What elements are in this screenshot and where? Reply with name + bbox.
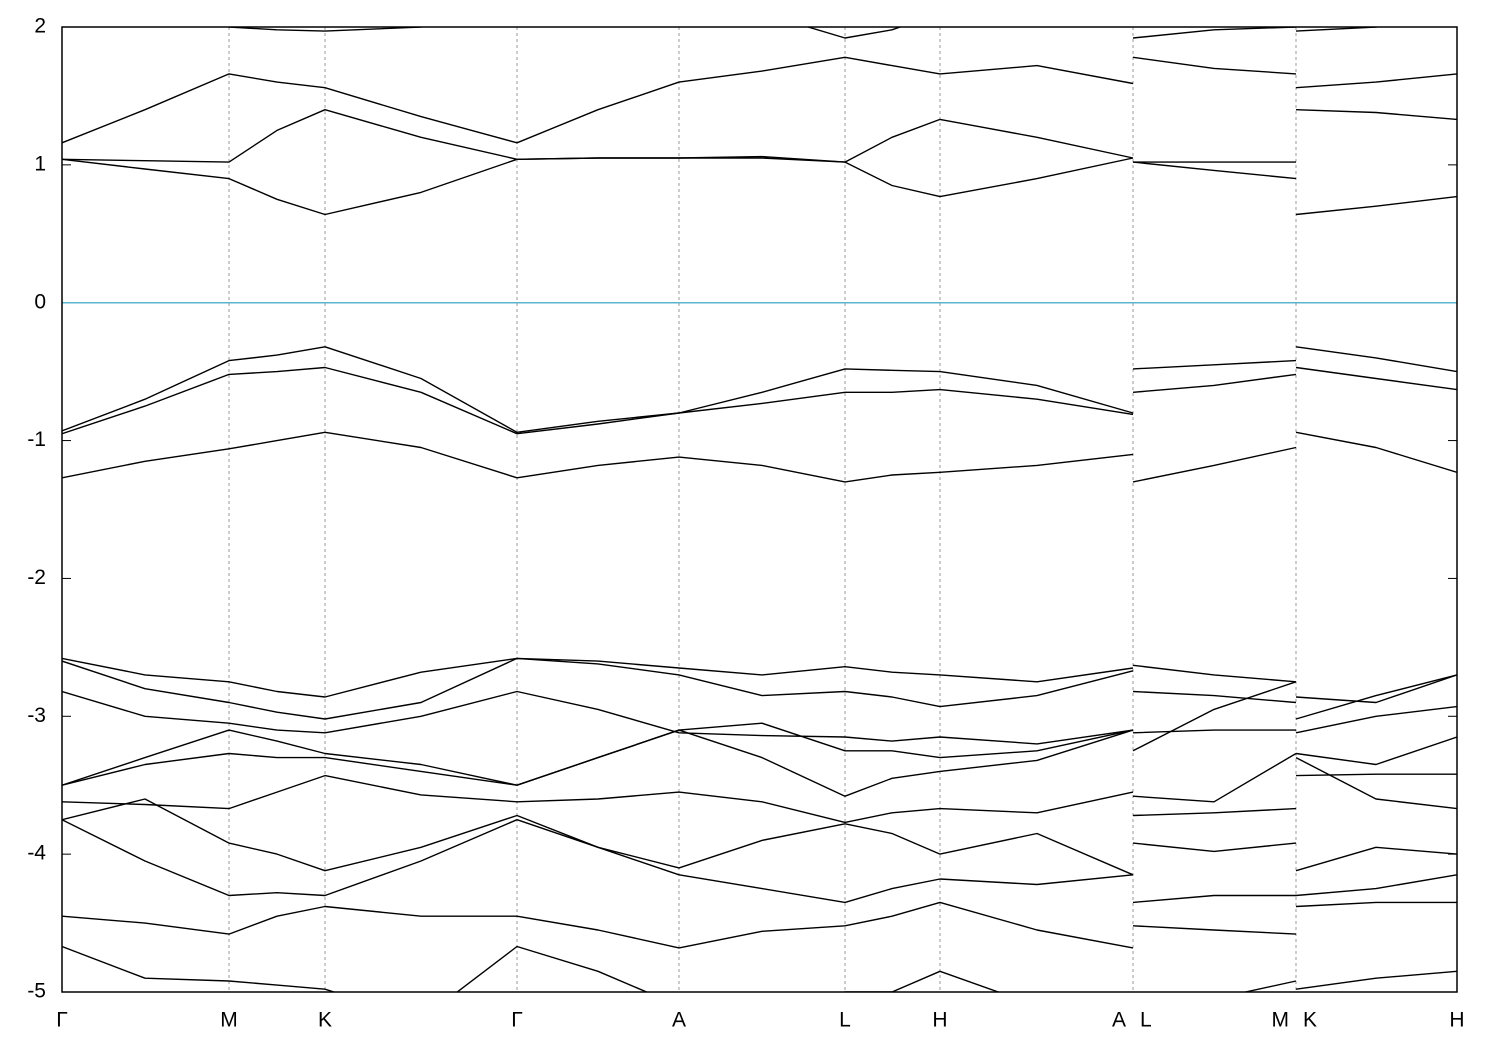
x-tick-label: L	[1140, 1009, 1152, 1032]
x-tick-label: A	[672, 1009, 686, 1032]
x-tick-label: H	[932, 1009, 947, 1032]
y-tick-label: -5	[27, 980, 46, 1003]
x-tick-label: H	[1449, 1009, 1464, 1032]
band-line	[62, 729, 1457, 810]
band-line	[62, 346, 1457, 433]
band-line	[62, 690, 1457, 745]
tick-labels: 210-1-2-3-4-5Γ M K Γ A L H A L M K H	[27, 15, 1464, 1032]
band-line	[62, 681, 1457, 786]
band-line	[62, 657, 1457, 720]
x-tick-label: Γ	[56, 1009, 68, 1032]
x-tick-label: A	[1112, 1009, 1126, 1032]
y-tick-label: -2	[27, 566, 46, 589]
x-tick-label: M	[1272, 1009, 1290, 1032]
y-tick-label: 1	[34, 152, 46, 175]
bands	[62, 27, 1457, 992]
y-tick-label: -1	[27, 428, 46, 451]
x-tick-label: L	[839, 1009, 851, 1032]
plot-frame	[61, 26, 1458, 993]
band-line	[62, 657, 1457, 704]
band-line	[62, 56, 1457, 144]
y-tick-label: 2	[34, 15, 46, 38]
y-tick-label: -4	[27, 842, 46, 865]
x-tick-label: K	[1303, 1009, 1317, 1032]
y-tick-label: -3	[27, 704, 46, 727]
band-line	[62, 109, 1457, 163]
band-line	[62, 366, 1457, 435]
band-line	[62, 431, 1457, 483]
grid	[62, 26, 1457, 993]
x-tick-label: K	[318, 1009, 332, 1032]
y-tick-label: 0	[34, 290, 46, 313]
band-line	[62, 798, 1457, 876]
band-line	[62, 901, 1457, 949]
band-line	[226, 27, 1381, 39]
x-tick-label: Γ	[511, 1009, 523, 1032]
x-tick-label: M	[220, 1009, 238, 1032]
band-line	[62, 157, 1457, 216]
band-line	[62, 773, 1457, 824]
band-line	[62, 945, 1457, 992]
band-line	[62, 819, 1457, 904]
